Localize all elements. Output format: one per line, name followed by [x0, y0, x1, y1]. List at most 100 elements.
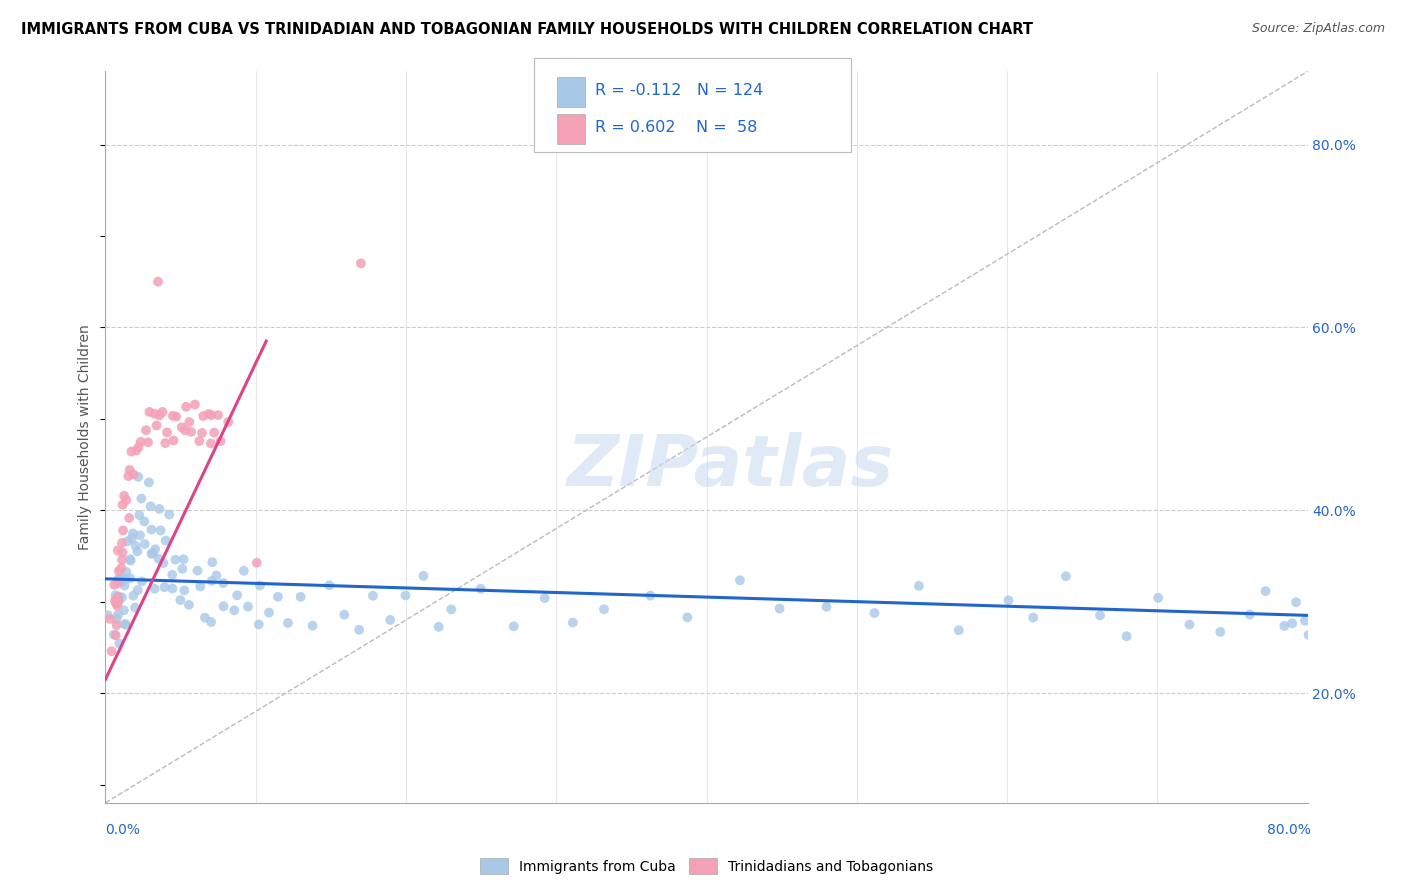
Point — [173, 583, 195, 598]
Point — [128, 440, 150, 454]
Point — [257, 606, 280, 620]
Point — [114, 578, 136, 592]
Point — [153, 580, 176, 594]
Point — [105, 599, 128, 613]
Point — [143, 407, 166, 421]
Point — [1178, 617, 1201, 632]
Point — [139, 499, 162, 513]
Point — [104, 594, 127, 608]
Point — [141, 523, 163, 537]
Point — [105, 597, 128, 611]
Point — [236, 599, 259, 614]
Point — [533, 591, 555, 605]
Text: Source: ZipAtlas.com: Source: ZipAtlas.com — [1251, 22, 1385, 36]
Point — [115, 493, 138, 508]
Point — [125, 539, 148, 553]
Point — [117, 469, 139, 483]
Point — [301, 618, 323, 632]
Point — [277, 615, 299, 630]
Point — [948, 623, 970, 637]
Point — [162, 567, 184, 582]
Point — [112, 524, 135, 538]
Point — [640, 589, 662, 603]
Point — [111, 574, 134, 588]
Point — [148, 502, 170, 516]
Point — [200, 436, 222, 450]
Text: 0.0%: 0.0% — [105, 823, 141, 837]
Point — [118, 463, 141, 477]
Point — [197, 407, 219, 421]
Point — [394, 589, 416, 603]
Point — [120, 553, 142, 567]
Point — [143, 582, 166, 596]
Point — [1272, 619, 1295, 633]
Point — [1088, 608, 1111, 623]
Point — [202, 425, 225, 440]
Point — [111, 591, 134, 605]
Point — [156, 425, 179, 440]
Point — [1285, 595, 1308, 609]
Point — [226, 588, 249, 602]
Point — [174, 423, 197, 437]
Point — [131, 491, 153, 506]
Point — [157, 508, 180, 522]
Point — [141, 547, 163, 561]
Point — [148, 551, 170, 566]
Point — [1239, 607, 1261, 622]
Point — [103, 578, 125, 592]
Point — [1294, 614, 1316, 628]
Point — [107, 590, 129, 604]
Point — [1054, 569, 1077, 583]
Point — [100, 644, 122, 658]
Point — [155, 436, 177, 450]
Text: ZIPatlas: ZIPatlas — [567, 432, 894, 500]
Point — [117, 534, 139, 549]
Point — [120, 571, 142, 585]
Point — [815, 599, 838, 614]
Point — [107, 543, 129, 558]
Text: R = -0.112   N = 124: R = -0.112 N = 124 — [595, 83, 763, 98]
Point — [470, 582, 492, 596]
Point — [138, 405, 160, 419]
Point — [134, 537, 156, 551]
Point — [412, 569, 434, 583]
Point — [111, 545, 134, 559]
Point — [191, 425, 214, 440]
Point — [1147, 591, 1170, 605]
Point — [169, 593, 191, 607]
Legend: Immigrants from Cuba, Trinidadians and Tobagonians: Immigrants from Cuba, Trinidadians and T… — [474, 853, 939, 880]
Point — [107, 564, 129, 578]
Point — [118, 511, 141, 525]
Point — [502, 619, 524, 633]
Point — [124, 600, 146, 615]
Point — [207, 408, 229, 422]
Point — [162, 582, 184, 596]
Point — [200, 615, 222, 629]
Point — [131, 574, 153, 589]
Point — [105, 612, 128, 626]
Point — [212, 576, 235, 591]
Point — [1254, 584, 1277, 599]
Point — [104, 588, 127, 602]
Point — [103, 627, 125, 641]
Text: R = 0.602    N =  58: R = 0.602 N = 58 — [595, 120, 756, 135]
Point — [267, 590, 290, 604]
Point — [143, 542, 166, 557]
Point — [440, 602, 463, 616]
Point — [134, 515, 156, 529]
Point — [127, 544, 149, 558]
Point — [193, 409, 215, 423]
Point — [114, 617, 136, 632]
Point — [155, 533, 177, 548]
Point — [1298, 628, 1320, 642]
Point — [290, 590, 312, 604]
Text: IMMIGRANTS FROM CUBA VS TRINIDADIAN AND TOBAGONIAN FAMILY HOUSEHOLDS WITH CHILDR: IMMIGRANTS FROM CUBA VS TRINIDADIAN AND … — [21, 22, 1033, 37]
Point — [172, 562, 194, 576]
Point — [148, 409, 170, 423]
Point — [107, 576, 129, 591]
Point — [769, 601, 792, 615]
Point — [97, 608, 120, 623]
Point — [115, 565, 138, 579]
Point — [188, 580, 211, 594]
Point — [112, 489, 135, 503]
